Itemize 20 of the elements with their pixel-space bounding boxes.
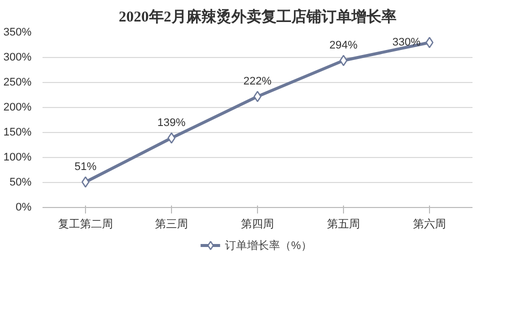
- y-tick-label: 350%: [3, 26, 32, 38]
- y-tick-label: 300%: [3, 52, 32, 64]
- chart-title: 2020年2月麻辣烫外卖复工店铺订单增长率: [118, 8, 396, 26]
- x-tick-label: 复工第二周: [58, 218, 113, 230]
- y-tick-label: 50%: [9, 176, 32, 188]
- x-tick-label: 第三周: [155, 218, 188, 230]
- y-tick-label: 200%: [3, 102, 32, 114]
- y-tick-label: 100%: [3, 152, 32, 164]
- y-tick-label: 0%: [16, 202, 32, 214]
- x-tick-label: 第五周: [327, 218, 360, 230]
- legend-label: 订单增长率（%）: [225, 238, 312, 252]
- y-tick-label: 250%: [3, 76, 32, 88]
- data-label: 139%: [157, 117, 186, 129]
- y-tick-label: 150%: [3, 126, 32, 138]
- x-tick-label: 第四周: [241, 218, 274, 230]
- data-label: 330%: [392, 36, 421, 48]
- x-tick-label: 第六周: [413, 218, 446, 230]
- data-label: 222%: [243, 76, 272, 88]
- data-label: 294%: [329, 40, 358, 52]
- data-label: 51%: [74, 161, 97, 173]
